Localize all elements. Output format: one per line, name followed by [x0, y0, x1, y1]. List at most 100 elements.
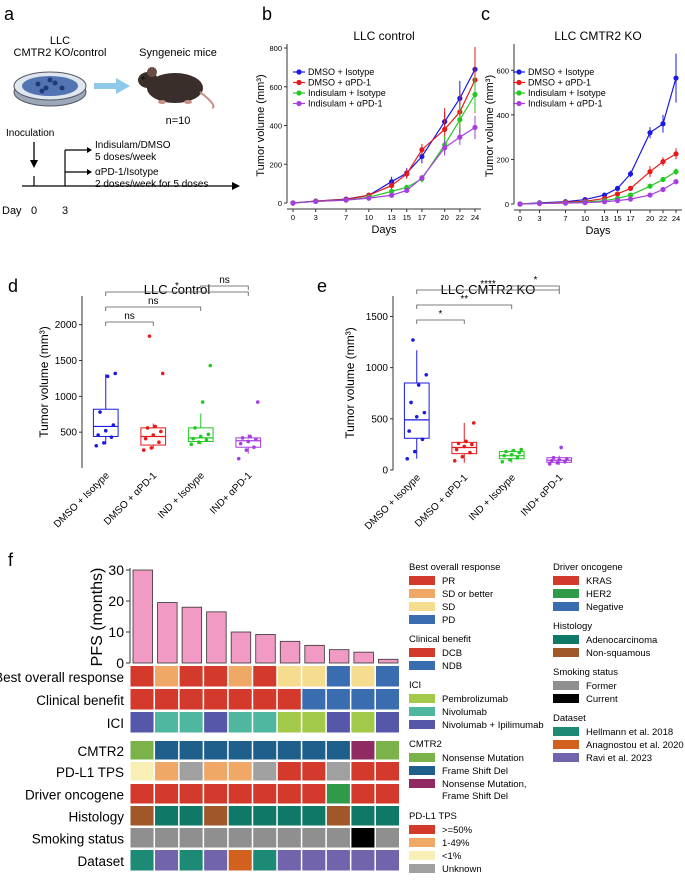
box-point: [409, 400, 413, 405]
heatmap-cell: [130, 689, 154, 710]
data-point: [343, 197, 349, 203]
heatmap-cell: [155, 689, 179, 710]
heatmap-cell: [228, 850, 252, 871]
box-point: [246, 439, 251, 444]
heatmap-cell: [326, 828, 350, 848]
heatmap-cell: [253, 828, 277, 848]
heatmap-cell: [130, 666, 154, 687]
legend-swatch: [409, 661, 435, 670]
box-point: [508, 457, 512, 462]
box-point: [200, 400, 205, 404]
x-tick-label: IND + Isotype: [156, 470, 207, 521]
y-tick-label: 1500: [55, 356, 78, 367]
legend-item-label: Nonsense Mutation,: [442, 779, 527, 790]
legend-item-label: Current: [586, 694, 618, 705]
bar: [328, 649, 350, 664]
box-point: [98, 410, 102, 414]
data-point: [457, 134, 463, 140]
heatmap-cell: [375, 741, 399, 760]
heatmap-cell: [155, 762, 179, 781]
heatmap-cell: [179, 689, 203, 710]
heatmap-cell: [277, 689, 301, 710]
heatmap-row-ici: ICI: [107, 712, 399, 733]
y-tick-label: 2000: [55, 320, 78, 331]
row-label: Smoking status: [32, 832, 125, 847]
row-label: Clinical benefit: [36, 693, 124, 708]
significance-label: ns: [219, 275, 230, 286]
heatmap-cell: [253, 689, 277, 710]
data-point: [388, 192, 395, 198]
treatment2-line1: αPD-1/Isotype: [95, 167, 159, 178]
box-point: [464, 439, 468, 444]
data-point: [660, 159, 666, 165]
legend-item-label: PR: [442, 576, 455, 587]
data-point: [673, 169, 679, 175]
data-point: [614, 191, 621, 197]
x-axis-label: Days: [585, 225, 611, 237]
legend-marker: [296, 100, 302, 107]
row-label: Driver oncogene: [25, 788, 124, 803]
bracket-line: [105, 306, 202, 311]
legend-marker: [516, 90, 522, 96]
legend-swatch: [409, 864, 435, 873]
heatmap-cell: [179, 666, 203, 687]
bar: [206, 611, 227, 664]
box-point: [468, 450, 472, 455]
x-tick-label: 15: [613, 214, 621, 223]
heatmap-cell: [130, 806, 154, 826]
box-1: [451, 421, 478, 463]
x-tick-label: 22: [659, 214, 667, 223]
legend-column: Best overall response PR SD or better SD PD C…: [409, 562, 544, 875]
legend-item-label: Nivolumab: [442, 707, 487, 718]
box-point: [411, 338, 415, 342]
data-point: [627, 192, 634, 198]
data-point: [660, 186, 666, 193]
heatmap-cell: [277, 806, 301, 826]
chart-d: LLC control 500 1000 1500 2000 Tumor volume (…: [37, 275, 262, 530]
bracket-line: [105, 321, 154, 326]
series-Indisulam-+-αPD-1: [517, 179, 679, 207]
timeline-arrow-icon: [232, 182, 240, 190]
heatmap-cell: [253, 666, 277, 687]
box-iqr: [187, 427, 214, 442]
legend-marker: [296, 69, 302, 75]
oncoprint-heatmap: Best overall response Clinical benefit ICI…: [0, 666, 399, 871]
heatmap-cell: [302, 689, 326, 710]
heatmap-cell: [302, 828, 326, 848]
legend-item-label: Ravi et al. 2023: [586, 753, 652, 764]
data-point: [647, 130, 653, 136]
legend-item-label: Nivolumab + Ipilimumab: [442, 720, 544, 731]
bracket-line: [416, 304, 513, 309]
heatmap-cell: [375, 828, 399, 848]
data-point: [536, 200, 543, 207]
heatmap-cell: [375, 784, 399, 804]
data-point: [388, 188, 395, 194]
legend-swatch: [409, 576, 435, 585]
heatmap-cell: [204, 741, 228, 760]
heatmap-cell: [204, 850, 228, 871]
data-point: [660, 121, 666, 127]
treatment1-line1: Indisulam/DMSO: [95, 140, 171, 151]
data-point: [442, 126, 448, 132]
legend-item-label: 1-49%: [442, 838, 470, 849]
heatmap-cell: [155, 712, 179, 733]
x-tick-label: 24: [672, 214, 680, 223]
heatmap-cell: [351, 784, 375, 804]
heatmap-cell: [204, 689, 228, 710]
legend-marker: [516, 100, 522, 107]
bracket-line: [511, 285, 560, 290]
box-point: [517, 450, 522, 455]
box-point: [96, 433, 100, 437]
arrow-head-icon: [116, 78, 130, 94]
y-tick-label: 200: [269, 160, 282, 169]
data-point: [404, 187, 410, 194]
x-tick-label: 3: [537, 214, 541, 223]
legend-item-label: Unknown: [442, 864, 482, 875]
box-3: [546, 445, 573, 466]
heatmap-cell: [277, 666, 301, 687]
box-point: [519, 447, 524, 452]
heatmap-cell: [277, 828, 301, 848]
legend-swatch: [553, 635, 579, 644]
